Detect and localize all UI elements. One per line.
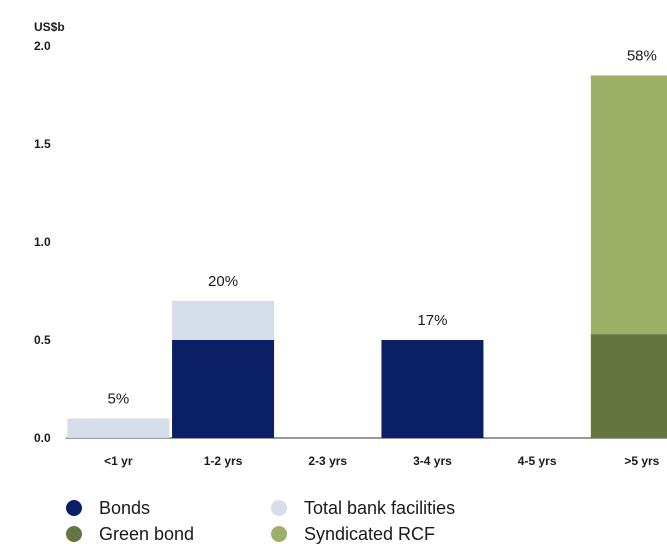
data-label: 17%	[417, 312, 447, 329]
legend-label: Syndicated RCF	[304, 523, 436, 544]
x-tick-label: 2-3 yrs	[308, 454, 347, 468]
legend-label: Total bank facilities	[304, 497, 456, 518]
bar-bonds	[172, 340, 275, 438]
y-tick-label: 0.5	[34, 333, 51, 347]
y-tick-label: 1.0	[34, 235, 51, 249]
legend: Bonds Green bond Total bank facilities Synd…	[66, 496, 666, 548]
bars	[67, 75, 667, 438]
x-tick-label: >5 yrs	[624, 454, 659, 468]
legend-swatch-icon	[271, 500, 287, 516]
legend-swatch-icon	[271, 526, 287, 542]
x-tick-label: <1 yr	[104, 454, 133, 468]
legend-item-bonds: Bonds	[66, 496, 150, 520]
x-axis-ticks: <1 yr 1-2 yrs 2-3 yrs 3-4 yrs 4-5 yrs >5 yrs	[104, 454, 660, 468]
data-label: 5%	[108, 390, 130, 407]
x-tick-label: 4-5 yrs	[518, 454, 557, 468]
legend-item-total-bank-facilities: Total bank facilities	[271, 496, 455, 520]
x-tick-label: 3-4 yrs	[413, 454, 452, 468]
x-tick-label: 1-2 yrs	[204, 454, 243, 468]
data-labels: 5% 20% 17% 58%	[108, 47, 657, 407]
bar-bonds	[381, 340, 484, 438]
legend-label: Green bond	[99, 523, 195, 544]
legend-swatch-icon	[66, 500, 82, 516]
data-label: 58%	[627, 47, 657, 64]
data-label: 20%	[208, 273, 238, 290]
bar-total-bank-facilities	[172, 300, 275, 340]
legend-item-green-bond: Green bond	[66, 522, 194, 546]
legend-item-syndicated-rcf: Syndicated RCF	[271, 522, 435, 546]
bar-total-bank-facilities	[67, 418, 170, 438]
y-tick-label: 2.0	[34, 39, 51, 53]
y-axis-label: US$b	[34, 20, 65, 34]
y-tick-label: 0.0	[34, 431, 51, 445]
y-axis-ticks: 0.0 0.5 1.0 1.5 2.0	[34, 39, 51, 445]
legend-swatch-icon	[66, 526, 82, 542]
bar-syndicated-rcf	[590, 75, 667, 335]
bar-green-bond	[590, 334, 667, 438]
y-tick-label: 1.5	[34, 137, 51, 151]
legend-label: Bonds	[99, 497, 151, 518]
